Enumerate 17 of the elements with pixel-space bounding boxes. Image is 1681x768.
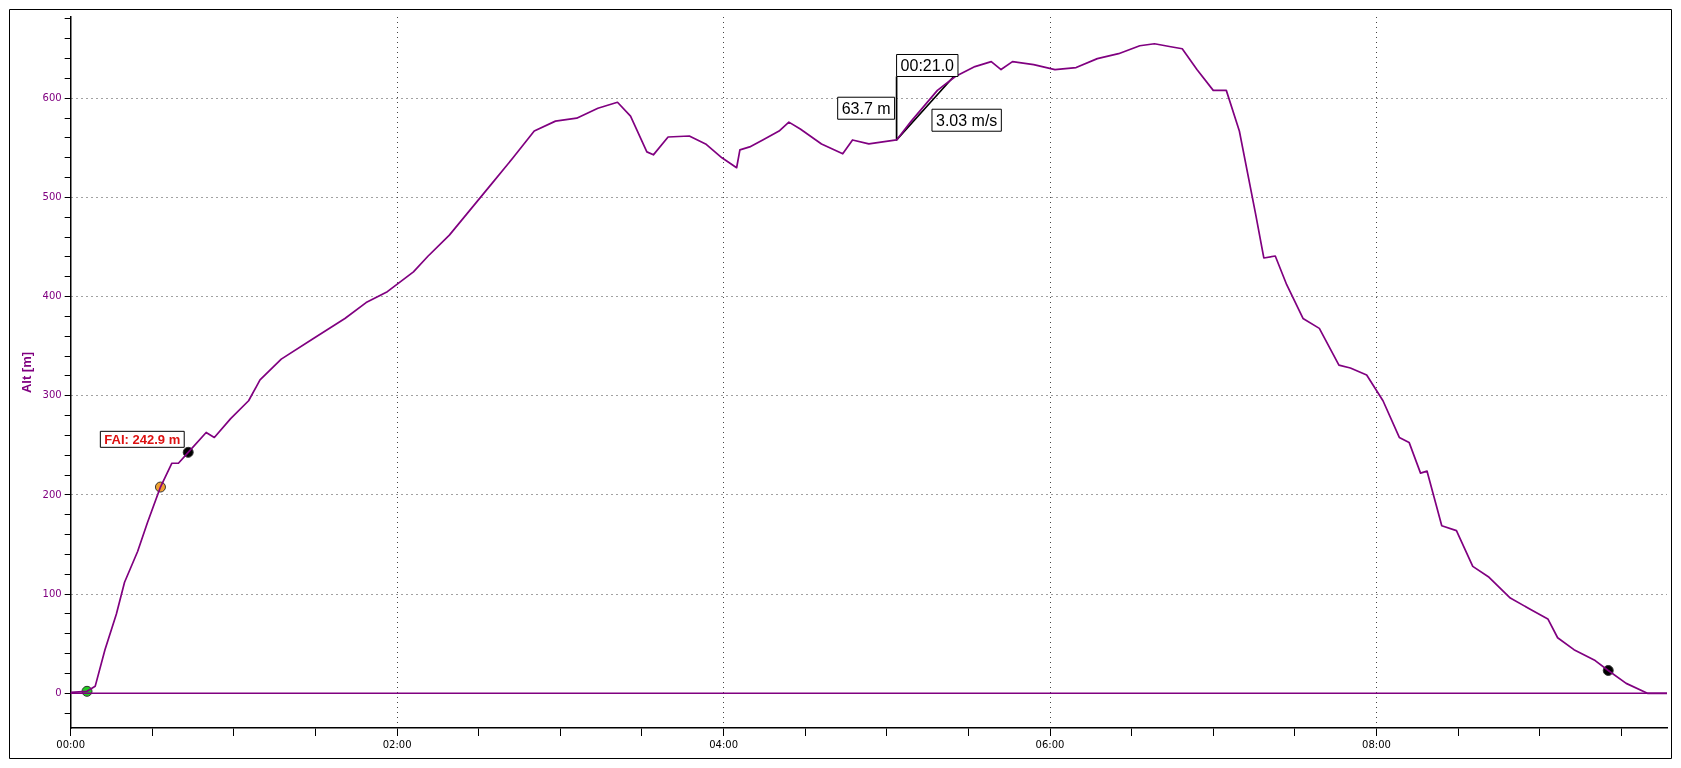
y-tick-label: 500 xyxy=(42,191,62,203)
y-tick-label: 300 xyxy=(42,389,62,401)
y-tick-label: 100 xyxy=(42,587,62,599)
y-tick-label: 600 xyxy=(42,91,62,103)
y-tick-label: 200 xyxy=(42,488,62,500)
y-tick-label: 0 xyxy=(55,686,62,698)
annotation: 3.03 m/s xyxy=(935,111,998,129)
y-axis-title: Alt [m] xyxy=(19,351,35,394)
x-tick-label: 06:00 xyxy=(1035,738,1065,750)
x-tick-label: 04:00 xyxy=(709,738,738,750)
x-tick-label: 00:00 xyxy=(56,738,86,750)
annotation: 00:21.0 xyxy=(900,56,955,74)
y-tick-label: 400 xyxy=(42,290,62,302)
annotation: FAI: 242.9 m xyxy=(104,431,181,447)
x-tick-label: 02:00 xyxy=(382,738,412,750)
x-tick-label: 08:00 xyxy=(1362,738,1391,750)
annotation: 63.7 m xyxy=(841,99,891,117)
